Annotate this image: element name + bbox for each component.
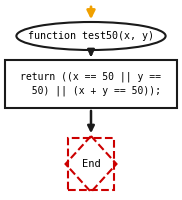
Text: function test50(x, y): function test50(x, y) bbox=[28, 31, 154, 41]
Text: End: End bbox=[82, 159, 100, 169]
Bar bbox=[68, 138, 114, 190]
Ellipse shape bbox=[16, 22, 166, 50]
Bar bbox=[5, 60, 177, 108]
Text: return ((x == 50 || y ==
  50) || (x + y == 50));: return ((x == 50 || y == 50) || (x + y =… bbox=[21, 72, 161, 96]
